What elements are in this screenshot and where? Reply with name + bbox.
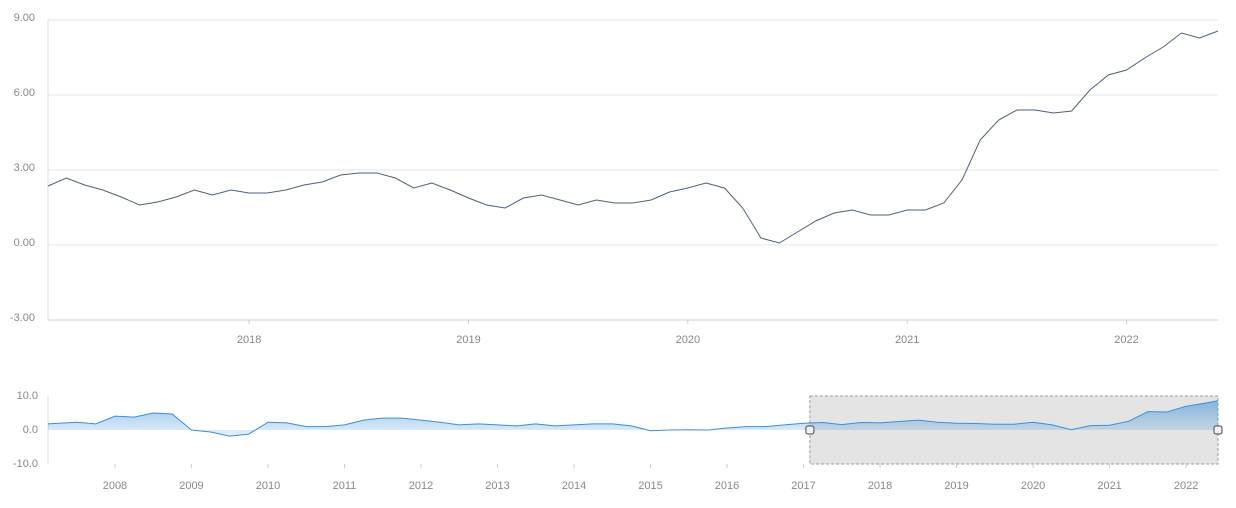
x-tick-label: 2013 xyxy=(485,480,509,492)
x-tick-label: 2022 xyxy=(1114,334,1138,346)
y-tick-label: 0.00 xyxy=(14,237,35,249)
line xyxy=(47,30,1219,244)
x-tick-label: 2017 xyxy=(791,480,815,492)
y-tick-label: 6.00 xyxy=(14,87,35,99)
brush-handle[interactable] xyxy=(805,425,815,435)
x-tick-label: 2014 xyxy=(562,480,586,492)
x-tick-label: 2022 xyxy=(1174,480,1198,492)
x-tick-label: 2016 xyxy=(715,480,739,492)
x-tick-label: 2008 xyxy=(103,480,127,492)
x-tick-label: 2011 xyxy=(333,480,357,492)
y-tick-label: 3.00 xyxy=(14,162,35,174)
x-tick-label: 2015 xyxy=(638,480,662,492)
y-tick-label: -3.00 xyxy=(10,312,35,324)
brush-handle[interactable] xyxy=(1213,425,1223,435)
y-tick-label: -10.0 xyxy=(13,458,38,470)
x-tick-label: 2012 xyxy=(409,480,433,492)
x-tick-label: 2009 xyxy=(179,480,203,492)
y-tick-label: 10.0 xyxy=(17,390,38,402)
x-tick-label: 2020 xyxy=(1021,480,1045,492)
x-tick-label: 2019 xyxy=(456,334,480,346)
y-tick-label: 0.0 xyxy=(23,424,38,436)
x-tick-label: 2019 xyxy=(944,480,968,492)
area xyxy=(48,400,1218,437)
line xyxy=(47,400,1219,437)
y-tick-label: 9.00 xyxy=(14,12,35,24)
x-tick-label: 2021 xyxy=(895,334,919,346)
x-tick-label: 2018 xyxy=(237,334,261,346)
x-tick-label: 2021 xyxy=(1097,480,1121,492)
x-tick-label: 2010 xyxy=(256,480,280,492)
x-tick-label: 2018 xyxy=(868,480,892,492)
x-tick-label: 2020 xyxy=(676,334,700,346)
